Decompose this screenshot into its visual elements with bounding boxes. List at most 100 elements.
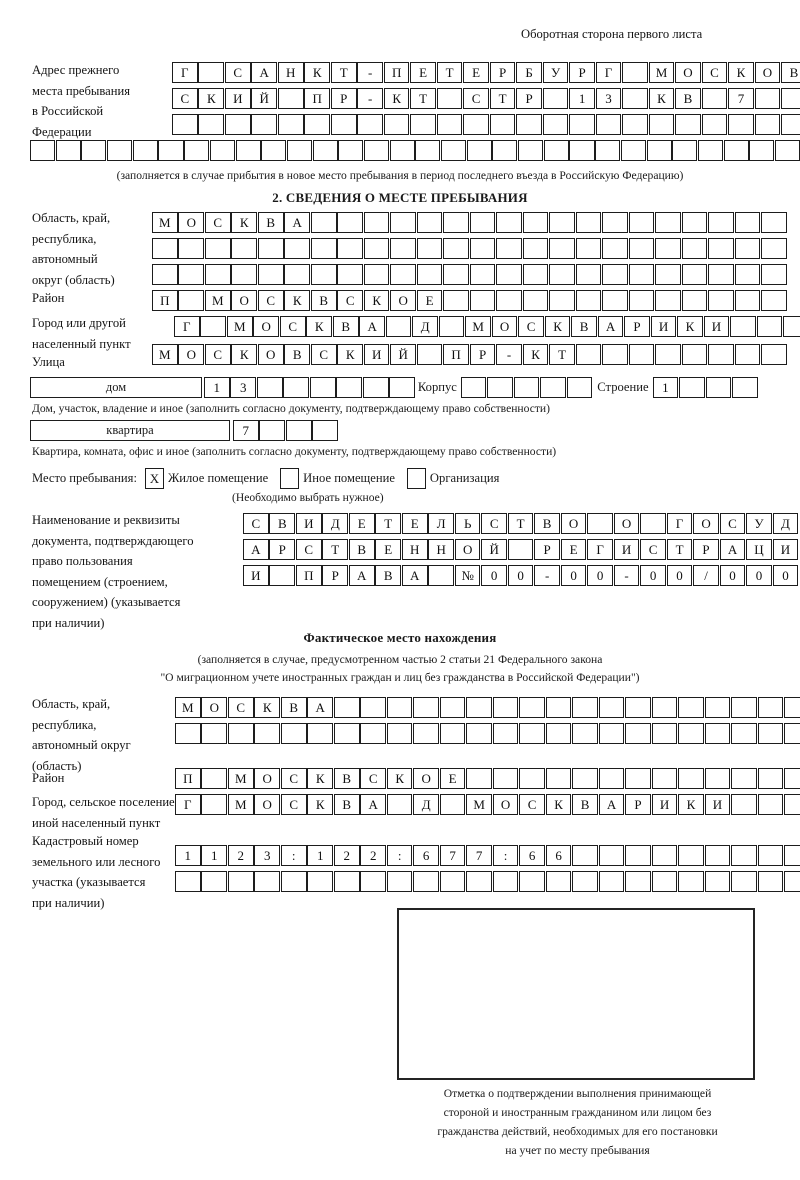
char-cell[interactable] <box>416 264 443 285</box>
char-cell[interactable]: С <box>640 539 666 560</box>
char-cell[interactable] <box>254 723 281 744</box>
char-cell[interactable]: К <box>231 344 258 365</box>
char-cell[interactable] <box>655 344 681 365</box>
char-cell[interactable]: Е <box>463 62 489 83</box>
char-cell[interactable]: К <box>545 794 572 815</box>
char-cell[interactable]: В <box>781 62 800 83</box>
char-cell[interactable]: 2 <box>333 845 360 866</box>
char-cell[interactable]: П <box>383 62 410 83</box>
char-cell[interactable] <box>389 377 415 398</box>
char-cell[interactable]: М <box>465 316 491 337</box>
char-cell[interactable] <box>572 723 598 744</box>
char-cell[interactable]: А <box>360 794 386 815</box>
char-cell[interactable] <box>540 377 566 398</box>
char-cell[interactable] <box>269 565 296 586</box>
char-cell[interactable]: С <box>360 768 386 789</box>
char-cell[interactable] <box>598 871 625 892</box>
char-cell[interactable]: В <box>284 344 311 365</box>
char-cell[interactable]: Р <box>534 539 560 560</box>
char-cell[interactable]: В <box>269 513 296 534</box>
char-cell[interactable] <box>254 871 281 892</box>
char-cell[interactable] <box>519 697 545 718</box>
char-cell[interactable] <box>231 238 258 259</box>
char-cell[interactable] <box>363 212 390 233</box>
char-cell[interactable]: Т <box>322 539 349 560</box>
char-cell[interactable] <box>569 114 595 135</box>
char-cell[interactable] <box>175 723 201 744</box>
char-cell[interactable] <box>360 697 386 718</box>
char-cell[interactable]: С <box>257 290 284 311</box>
char-cell[interactable]: 0 <box>640 565 666 586</box>
char-cell[interactable]: Г <box>666 513 693 534</box>
char-cell[interactable] <box>622 62 648 83</box>
char-cell[interactable] <box>549 212 575 233</box>
char-cell[interactable] <box>575 290 602 311</box>
char-cell[interactable]: Л <box>428 513 454 534</box>
char-cell[interactable] <box>734 212 761 233</box>
char-cell[interactable]: М <box>175 697 201 718</box>
char-cell[interactable] <box>651 768 678 789</box>
char-cell[interactable]: В <box>572 794 598 815</box>
char-cell[interactable]: Т <box>549 344 575 365</box>
char-cell[interactable] <box>227 871 254 892</box>
char-cell[interactable] <box>519 871 545 892</box>
char-cell[interactable]: А <box>597 316 624 337</box>
char-cell[interactable]: 7 <box>439 845 466 866</box>
char-cell[interactable]: 2 <box>360 845 386 866</box>
char-cell[interactable]: К <box>231 212 258 233</box>
char-cell[interactable] <box>572 845 598 866</box>
checkbox-residential[interactable]: X <box>144 468 164 489</box>
char-cell[interactable]: М <box>466 794 492 815</box>
char-cell[interactable] <box>443 290 469 311</box>
char-cell[interactable] <box>178 238 205 259</box>
char-cell[interactable] <box>519 768 545 789</box>
char-cell[interactable]: Р <box>489 62 516 83</box>
char-cell[interactable] <box>731 845 757 866</box>
char-cell[interactable]: О <box>675 62 701 83</box>
char-cell[interactable] <box>338 140 364 161</box>
char-cell[interactable]: П <box>152 290 178 311</box>
char-cell[interactable] <box>428 565 454 586</box>
char-cell[interactable]: Т <box>410 88 436 109</box>
char-cell[interactable] <box>598 697 625 718</box>
char-cell[interactable] <box>386 723 413 744</box>
char-cell[interactable] <box>754 88 781 109</box>
char-cell[interactable]: Г <box>587 539 613 560</box>
char-cell[interactable] <box>784 723 800 744</box>
char-cell[interactable]: И <box>243 565 269 586</box>
char-cell[interactable]: К <box>678 794 704 815</box>
char-cell[interactable] <box>518 140 544 161</box>
char-cell[interactable] <box>284 238 311 259</box>
char-cell[interactable] <box>625 768 651 789</box>
char-cell[interactable]: И <box>613 539 640 560</box>
char-cell[interactable]: 1 <box>307 845 334 866</box>
char-cell[interactable] <box>566 377 593 398</box>
char-cell[interactable] <box>172 114 198 135</box>
char-cell[interactable] <box>705 377 732 398</box>
char-cell[interactable] <box>704 845 731 866</box>
char-cell[interactable]: А <box>401 565 428 586</box>
char-cell[interactable] <box>312 140 338 161</box>
char-cell[interactable] <box>732 377 758 398</box>
char-cell[interactable] <box>757 845 784 866</box>
char-cell[interactable] <box>261 140 287 161</box>
char-cell[interactable] <box>622 88 648 109</box>
char-cell[interactable]: 0 <box>560 565 587 586</box>
char-cell[interactable] <box>730 316 756 337</box>
char-cell[interactable] <box>277 114 304 135</box>
char-cell[interactable] <box>522 264 549 285</box>
char-cell[interactable] <box>496 212 522 233</box>
char-cell[interactable] <box>383 114 410 135</box>
char-cell[interactable]: В <box>332 316 359 337</box>
char-cell[interactable] <box>545 871 572 892</box>
char-cell[interactable] <box>416 238 443 259</box>
char-cell[interactable] <box>466 140 492 161</box>
char-cell[interactable]: Г <box>172 62 198 83</box>
char-cell[interactable] <box>390 264 416 285</box>
char-cell[interactable] <box>413 723 439 744</box>
char-cell[interactable] <box>781 88 800 109</box>
char-cell[interactable]: О <box>201 697 228 718</box>
char-cell[interactable] <box>708 344 734 365</box>
